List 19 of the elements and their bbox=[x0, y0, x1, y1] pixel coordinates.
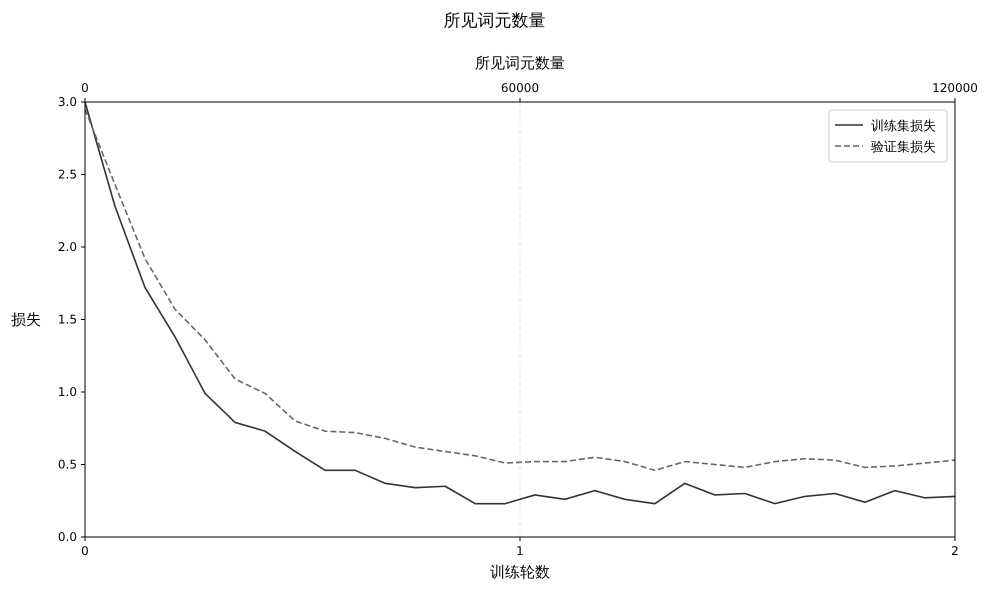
y-tick-label: 1.5 bbox=[58, 312, 77, 326]
x-axis-title: 训练轮数 bbox=[490, 563, 550, 581]
y-tick-label: 2.5 bbox=[58, 168, 77, 182]
x2-axis-title: 所见词元数量 bbox=[475, 54, 565, 72]
x-tick-label: 2 bbox=[951, 544, 959, 558]
y-tick-label: 2.0 bbox=[58, 240, 77, 254]
legend-label: 验证集损失 bbox=[871, 140, 936, 155]
y-tick-label: 3.0 bbox=[58, 95, 77, 109]
x2-tick-label: 60000 bbox=[500, 81, 540, 95]
y-tick-label: 0.0 bbox=[58, 530, 77, 544]
x2-tick-label: 120000 bbox=[932, 81, 978, 95]
y-tick-label: 1.0 bbox=[58, 385, 77, 399]
x-tick-label: 0 bbox=[81, 544, 89, 558]
x2-tick-label: 0 bbox=[81, 81, 89, 95]
y-tick-label: 0.5 bbox=[58, 458, 77, 472]
x-tick-label: 1 bbox=[516, 544, 524, 558]
chart-title: 所见词元数量 bbox=[444, 11, 546, 31]
y-axis-title: 损失 bbox=[11, 310, 41, 328]
legend-label: 训练集损失 bbox=[871, 119, 936, 134]
